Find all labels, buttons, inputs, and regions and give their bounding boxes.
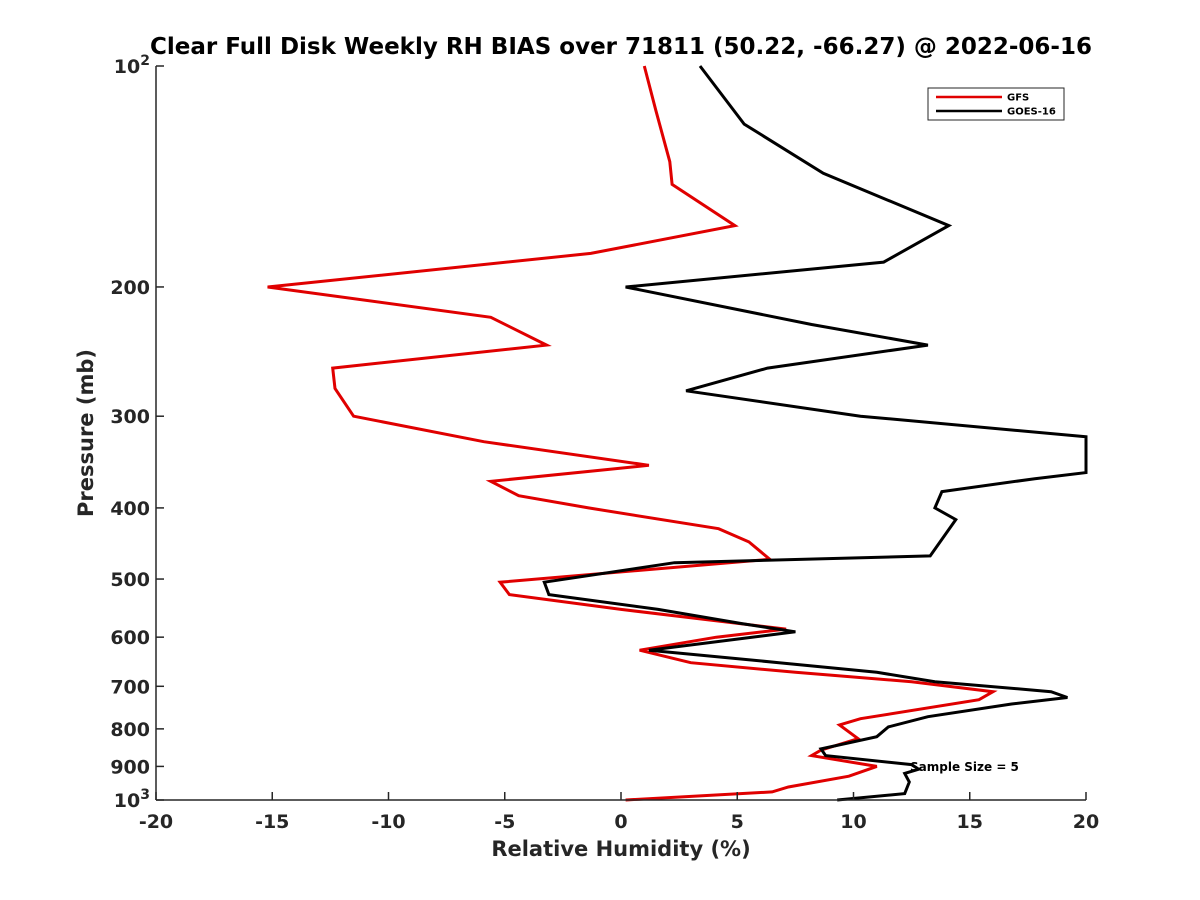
sample-size-annotation: Sample Size = 5 [910, 760, 1019, 774]
y-tick-label: 300 [110, 406, 150, 428]
legend-box [927, 87, 1065, 121]
y-tick-label: 600 [110, 627, 150, 649]
y-axis-label: Pressure (mb) [74, 349, 98, 517]
series-layer [267, 65, 1088, 802]
legend-label: GOES-16 [1007, 107, 1056, 118]
y-tick-label: 900 [110, 756, 150, 778]
y-tick-label: 103 [114, 787, 150, 812]
x-tick-label: 0 [614, 811, 627, 833]
x-tick-label: -15 [255, 811, 289, 833]
axes-layer [155, 66, 1086, 801]
y-tick-label: 800 [110, 719, 150, 741]
chart-title: Clear Full Disk Weekly RH BIAS over 7181… [150, 34, 1092, 60]
legend-label: GFS [1007, 93, 1029, 104]
x-tick-label: -10 [371, 811, 405, 833]
x-axis-label: Relative Humidity (%) [491, 837, 750, 861]
x-tick-label: 20 [1073, 811, 1099, 833]
y-tick-label: 700 [110, 676, 150, 698]
x-tick-label: 5 [731, 811, 744, 833]
series-line-gfs [267, 65, 998, 802]
y-ticks: 102 200 300 400 500 600 700 800 900 103 [110, 53, 164, 812]
y-tick-label: 500 [110, 569, 150, 591]
x-tick-label: 10 [840, 811, 866, 833]
x-ticks: -20 -15 -10 -5 0 5 10 15 20 [139, 792, 1099, 833]
x-tick-label: -20 [139, 811, 173, 833]
y-tick-label: 200 [110, 277, 150, 299]
series-line-goes-16 [542, 65, 1088, 802]
x-tick-label: -5 [494, 811, 515, 833]
y-tick-label: 400 [110, 498, 150, 520]
x-tick-label: 15 [957, 811, 983, 833]
y-tick-label: 102 [114, 53, 150, 78]
legend: GFS GOES-16 [927, 87, 1065, 121]
